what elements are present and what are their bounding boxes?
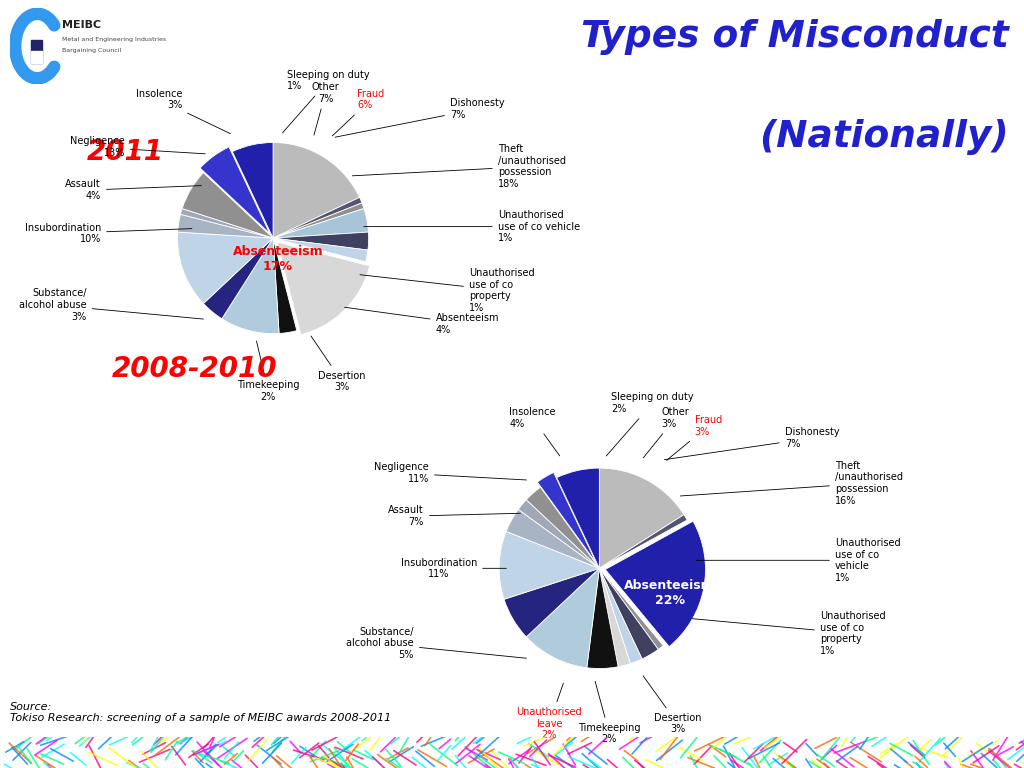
Wedge shape (587, 568, 618, 668)
Text: Substance/
alcohol abuse
5%: Substance/ alcohol abuse 5% (346, 627, 526, 660)
Wedge shape (526, 487, 599, 568)
Wedge shape (599, 568, 664, 650)
Text: Metal and Engineering Industries: Metal and Engineering Industries (61, 38, 166, 42)
Text: Negligence
11%: Negligence 11% (374, 462, 526, 484)
Text: Timekeeping
2%: Timekeeping 2% (579, 681, 641, 744)
Text: Bargaining Council: Bargaining Council (61, 48, 121, 53)
Text: Fraud
6%: Fraud 6% (333, 88, 384, 136)
Text: Timekeeping
2%: Timekeeping 2% (237, 341, 300, 402)
Wedge shape (599, 568, 642, 664)
Wedge shape (273, 238, 368, 262)
Wedge shape (273, 197, 361, 238)
Text: Unauthorised
use of co
vehicle
1%: Unauthorised use of co vehicle 1% (696, 538, 900, 583)
Text: Theft
/unauthorised
possession
18%: Theft /unauthorised possession 18% (352, 144, 565, 189)
Wedge shape (232, 143, 273, 238)
Text: Fraud
3%: Fraud 3% (667, 415, 722, 460)
Wedge shape (599, 568, 658, 659)
Text: Assault
7%: Assault 7% (388, 505, 520, 527)
Text: Sleeping on duty
1%: Sleeping on duty 1% (283, 70, 370, 133)
Text: Other
7%: Other 7% (311, 82, 340, 135)
Polygon shape (31, 40, 42, 63)
Text: Other
3%: Other 3% (643, 407, 689, 458)
Wedge shape (599, 568, 631, 667)
Wedge shape (273, 203, 364, 238)
Wedge shape (273, 209, 369, 238)
Wedge shape (557, 468, 599, 568)
Wedge shape (599, 515, 687, 568)
Text: Negligence
13%: Negligence 13% (71, 137, 205, 158)
Wedge shape (538, 472, 596, 563)
Text: Unauthorised
use of co vehicle
1%: Unauthorised use of co vehicle 1% (364, 210, 580, 243)
Wedge shape (177, 232, 273, 303)
Wedge shape (200, 147, 269, 233)
Text: Types of Misconduct: Types of Misconduct (581, 19, 1009, 55)
Text: Insolence
4%: Insolence 4% (509, 407, 560, 456)
Text: 2011: 2011 (87, 138, 164, 166)
Wedge shape (499, 531, 599, 599)
Wedge shape (599, 468, 684, 568)
Polygon shape (31, 51, 42, 63)
Wedge shape (278, 242, 370, 335)
Wedge shape (273, 143, 359, 238)
Text: Substance/
alcohol abuse
3%: Substance/ alcohol abuse 3% (19, 288, 204, 322)
Text: (Nationally): (Nationally) (759, 119, 1009, 155)
Wedge shape (180, 209, 273, 238)
Wedge shape (182, 173, 273, 238)
Wedge shape (273, 238, 297, 333)
Text: Absenteeism
22%: Absenteeism 22% (625, 579, 715, 607)
Text: Insubordination
10%: Insubordination 10% (25, 223, 191, 244)
Wedge shape (178, 214, 273, 238)
Wedge shape (222, 238, 280, 333)
Text: Insubordination
11%: Insubordination 11% (400, 558, 507, 579)
Text: Assault
4%: Assault 4% (66, 180, 202, 201)
Text: Insolence
3%: Insolence 3% (136, 88, 230, 134)
Text: Sleeping on duty
2%: Sleeping on duty 2% (606, 392, 694, 456)
Text: Desertion
3%: Desertion 3% (643, 676, 701, 734)
Wedge shape (605, 521, 706, 647)
Text: Desertion
3%: Desertion 3% (311, 336, 366, 392)
Text: Source:
Tokiso Research: screening of a sample of MEIBC awards 2008-2011: Source: Tokiso Research: screening of a … (10, 702, 391, 723)
Text: Absenteeism
4%: Absenteeism 4% (345, 307, 499, 335)
Wedge shape (204, 238, 273, 319)
Text: Unauthorised
use of co
property
1%: Unauthorised use of co property 1% (359, 268, 535, 313)
Wedge shape (526, 568, 599, 667)
Text: Theft
/unauthorised
possession
16%: Theft /unauthorised possession 16% (680, 461, 903, 505)
Text: 2008-2010: 2008-2010 (112, 355, 278, 382)
Wedge shape (518, 500, 599, 568)
Text: Unauthorised
use of co
property
1%: Unauthorised use of co property 1% (692, 611, 886, 656)
Text: Unauthorised
leave
2%: Unauthorised leave 2% (516, 684, 582, 740)
Wedge shape (504, 568, 599, 637)
Text: Dishonesty
7%: Dishonesty 7% (335, 98, 505, 137)
Text: Absenteeism
17%: Absenteeism 17% (232, 245, 324, 273)
Wedge shape (506, 509, 599, 568)
Text: MEIBC: MEIBC (61, 19, 101, 30)
Text: Dishonesty
7%: Dishonesty 7% (665, 427, 840, 460)
Wedge shape (273, 232, 369, 250)
